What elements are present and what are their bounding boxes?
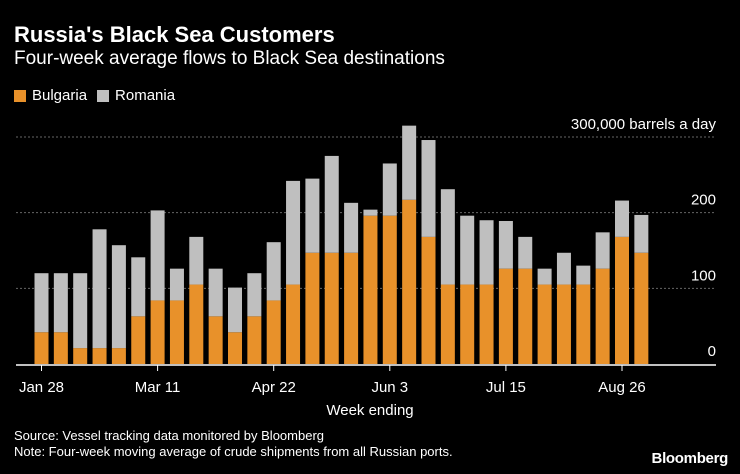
bar-bulgaria-16 [344,252,359,364]
bar-bulgaria-8 [189,284,204,364]
bar-romania-18 [382,163,397,216]
bar-romania-6 [150,210,165,301]
x-tick-label-30: Aug 26 [598,379,646,396]
x-tick-label-0: Jan 28 [19,379,64,396]
bar-romania-3 [92,229,107,349]
x-tick-label-6: Mar 11 [135,379,181,396]
bar-bulgaria-13 [286,284,301,364]
source-note: Source: Vessel tracking data monitored b… [14,428,325,443]
bar-romania-0 [34,273,49,333]
bar-bulgaria-28 [576,284,591,364]
bar-romania-30 [615,200,629,237]
methodology-note: Note: Four-week moving average of crude … [14,444,453,459]
bar-romania-27 [556,252,571,285]
bar-romania-22 [460,215,475,285]
bar-bulgaria-6 [150,300,165,364]
bloomberg-logo: Bloomberg [651,450,729,467]
bar-romania-14 [305,178,320,253]
bar-bulgaria-21 [440,284,455,364]
bar-bulgaria-23 [479,284,494,364]
bar-bulgaria-0 [34,332,49,364]
bar-bulgaria-14 [305,252,320,364]
bar-romania-21 [440,189,455,285]
legend-label-romania: Romania [115,87,176,104]
bar-bulgaria-2 [73,348,88,364]
y-tick-label-300: 300,000 barrels a day [571,116,717,133]
chart-legend: Bulgaria Romania [14,87,185,104]
y-tick-label-200: 200 [691,192,716,209]
bar-romania-26 [537,268,552,285]
bar-bulgaria-24 [498,268,513,364]
bar-bulgaria-26 [537,284,552,364]
bar-bulgaria-25 [518,268,533,364]
bar-bulgaria-31 [634,252,649,364]
bar-bulgaria-27 [556,284,571,364]
bar-romania-25 [518,236,533,269]
bar-romania-2 [73,273,88,349]
bar-bulgaria-1 [53,332,68,364]
bar-bulgaria-9 [208,316,223,364]
bar-romania-17 [363,209,378,216]
x-tick-label-12: Apr 22 [252,379,296,396]
bar-bulgaria-10 [228,332,242,364]
bar-romania-23 [479,220,494,285]
bar-romania-8 [189,236,204,285]
bar-bulgaria-3 [92,348,107,364]
bar-romania-19 [402,125,417,200]
bar-romania-24 [498,220,513,269]
y-tick-label-100: 100 [691,267,716,284]
bar-romania-11 [247,273,262,317]
bar-bulgaria-17 [363,215,378,364]
bar-bulgaria-5 [131,316,146,364]
bar-bulgaria-22 [460,284,475,364]
bar-romania-1 [53,273,68,333]
bar-romania-13 [286,180,301,285]
bar-romania-12 [266,242,281,301]
bar-bulgaria-15 [324,252,339,364]
legend-swatch-romania [97,89,110,102]
bar-bulgaria-12 [266,300,281,364]
bar-bulgaria-7 [169,300,184,364]
bar-bulgaria-11 [247,316,262,364]
legend-label-bulgaria: Bulgaria [32,87,88,104]
bar-romania-31 [634,214,649,253]
chart-subtitle: Four-week average flows to Black Sea des… [14,48,445,69]
x-axis-title: Week ending [326,402,413,419]
bar-romania-7 [169,268,184,301]
chart-title: Russia's Black Sea Customers [14,22,335,47]
bar-bulgaria-18 [382,215,397,364]
bar-romania-16 [344,202,359,253]
bar-romania-20 [421,140,436,237]
legend-item-romania: Romania [97,87,175,104]
bar-bulgaria-4 [111,348,126,364]
bar-bulgaria-19 [402,199,417,364]
bar-bulgaria-29 [595,268,610,364]
bar-bulgaria-30 [615,236,629,364]
bar-romania-10 [228,287,242,333]
y-tick-label-0: 0 [708,343,716,360]
bar-romania-29 [595,232,610,269]
bar-romania-5 [131,257,146,317]
bar-romania-28 [576,265,591,285]
bar-romania-9 [208,268,223,317]
legend-swatch-bulgaria [14,89,26,102]
x-tick-label-24: Jul 15 [486,379,526,396]
bar-romania-15 [324,155,339,253]
x-tick-label-18: Jun 3 [371,379,408,396]
bar-romania-4 [111,245,126,349]
bar-bulgaria-20 [421,236,436,364]
legend-item-bulgaria: Bulgaria [14,87,87,104]
